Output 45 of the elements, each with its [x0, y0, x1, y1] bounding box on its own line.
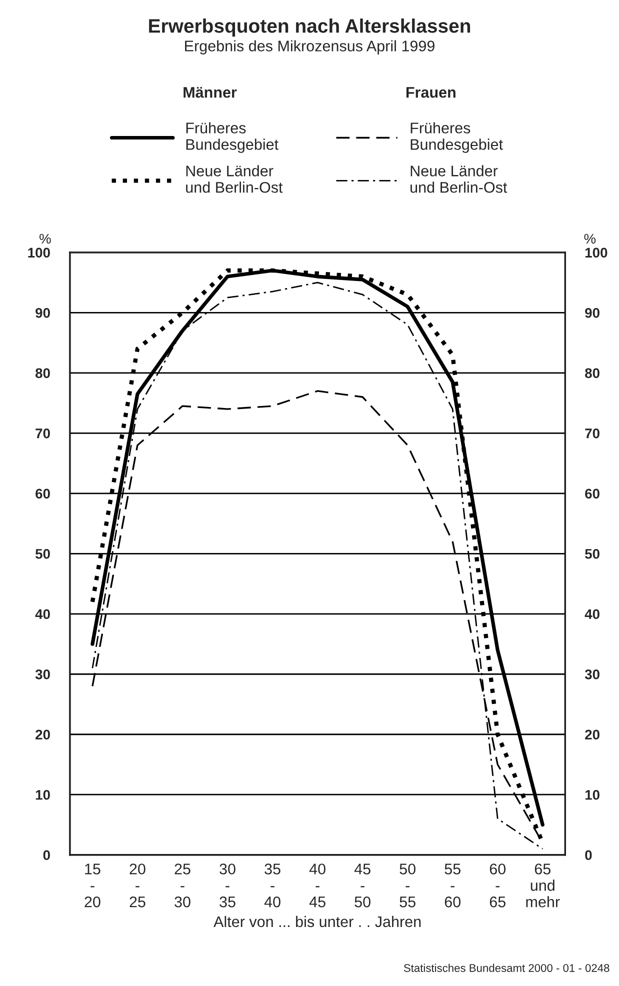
x-tick-label: 35 - 40: [264, 864, 280, 908]
x-tick-label: 60 - 65: [490, 864, 506, 908]
x-tick-label: 45 - 50: [354, 864, 370, 908]
x-tick-label: 65 und mehr: [526, 864, 560, 908]
legend-label: Früheres Bundesgebiet: [186, 122, 278, 153]
y-tick-label: 20: [36, 730, 50, 740]
x-tick-label: 30 - 35: [220, 864, 236, 908]
y2-tick-label: 20: [585, 730, 600, 740]
y-tick-label: 90: [36, 308, 50, 318]
x-tick-label: 40 - 45: [309, 864, 326, 908]
text: Frauen: [406, 87, 456, 98]
y2-tick-label: 100: [585, 248, 608, 258]
y2-tick-label: 70: [585, 428, 600, 438]
y2-tick-label: 90: [585, 308, 600, 318]
y2-axis-title: %: [584, 234, 596, 244]
y-tick-label: 100: [28, 248, 50, 258]
y2-tick-label: 0: [585, 850, 592, 860]
x-tick-label: 20 - 25: [130, 864, 146, 908]
y-tick-label: 60: [36, 488, 50, 499]
x-tick-label: 25 - 30: [174, 864, 190, 908]
y2-tick-label: 80: [585, 368, 600, 378]
text: Statistisches Bundesamt 2000 - 01 - 0248: [404, 964, 610, 972]
y2-tick-label: 10: [585, 790, 600, 800]
chart-title: Erwerbsquoten nach Altersklassen: [149, 18, 470, 37]
y-tick-label: 80: [35, 368, 50, 378]
y2-tick-label: 60: [585, 488, 600, 499]
y-tick-label: 10: [36, 790, 50, 800]
legend-label: Früheres Bundesgebiet: [410, 122, 503, 153]
chart-subtitle: Ergebnis des Mikrozensus April 1999: [185, 40, 434, 54]
y-tick-label: 70: [36, 428, 50, 438]
y-tick-label: 30: [35, 669, 50, 680]
y2-tick-label: 50: [585, 548, 600, 559]
legend-label: Neue Länder und Berlin-Ost: [410, 165, 508, 193]
text: Männer: [184, 87, 237, 98]
x-tick-label: 15 - 20: [84, 864, 100, 908]
x-axis-title: Alter von ... bis unter . . Jahren: [214, 916, 421, 928]
x-tick-label: 50 - 55: [400, 864, 416, 908]
y2-tick-label: 30: [584, 669, 600, 680]
y-tick-label: 40: [35, 609, 50, 620]
y-tick-label: 50: [35, 548, 50, 559]
x-tick-label: 55 - 60: [444, 864, 460, 908]
y-tick-label: 0: [43, 850, 50, 860]
y2-tick-label: 40: [584, 609, 600, 620]
y-axis-title: %: [40, 234, 51, 244]
legend-label: Neue Länder und Berlin-Ost: [186, 165, 283, 193]
